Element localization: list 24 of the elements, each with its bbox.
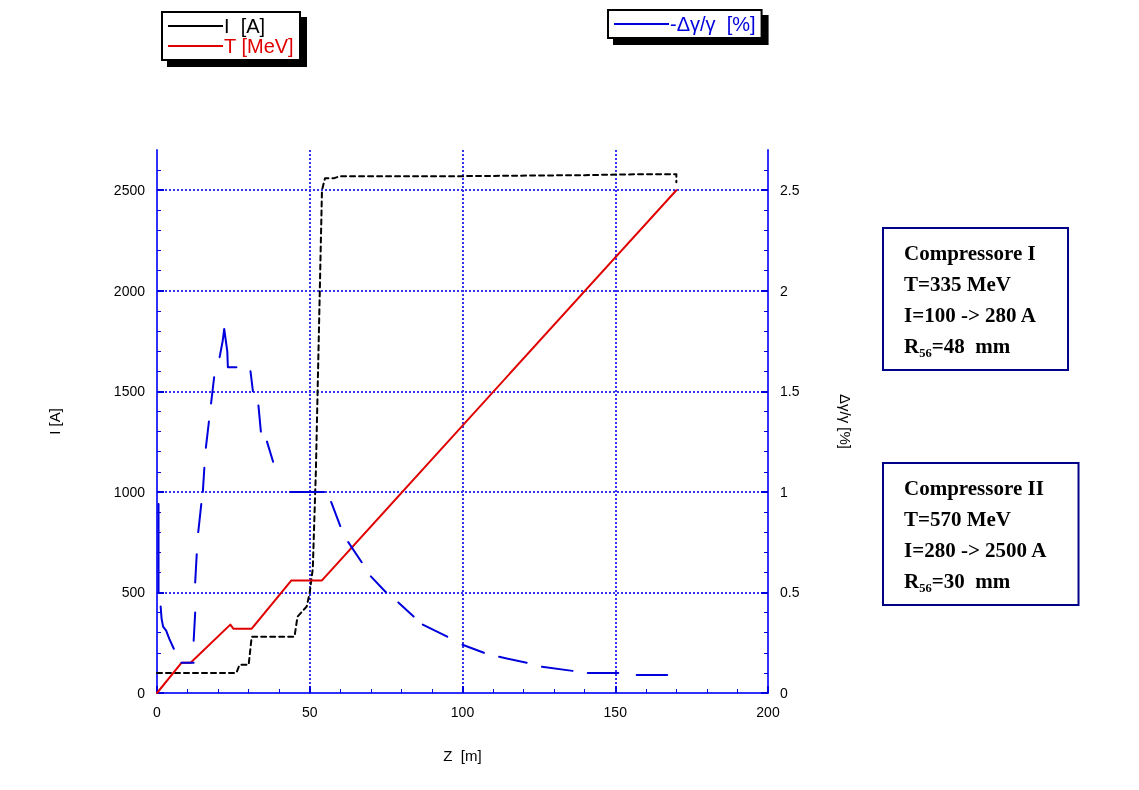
y-tick-label: 500: [121, 584, 146, 601]
y2-tick-label: 0.5: [780, 584, 800, 601]
legend-label: I [A]: [224, 15, 266, 37]
x-tick-label: 150: [603, 704, 628, 720]
x-tick-label: 200: [756, 704, 780, 720]
y-tick-label: 2000: [113, 282, 146, 299]
x-tick-label: 100: [450, 704, 475, 720]
text: Compressore II T=570 MeV I=280 -> 2500 A R₅₆=30 mm: [904, 475, 1048, 593]
y2-axis-title: Δγ/γ [%]: [837, 393, 854, 450]
y-tick-label: 1500: [113, 383, 146, 400]
y2-tick-label: 2.5: [780, 182, 800, 199]
y-tick-label: 2500: [113, 182, 146, 199]
x-tick-label: 50: [301, 704, 318, 720]
y2-tick-label: 2: [780, 282, 788, 299]
y-tick-label: 0: [137, 685, 146, 701]
y2-tick-label: 0: [780, 685, 788, 701]
y-tick-label: 1000: [113, 483, 146, 500]
legend-label: -Δγ/γ [%]: [670, 13, 756, 35]
y-axis-title: I [A]: [46, 408, 63, 435]
x-axis-title: Z [m]: [443, 747, 482, 764]
x-tick-label: 0: [153, 704, 162, 720]
y2-tick-label: 1.5: [780, 383, 800, 400]
text: Compressore I T=335 MeV I=100 -> 280 A R₅₆=48 mm: [904, 240, 1037, 358]
y2-tick-label: 1: [780, 483, 788, 500]
